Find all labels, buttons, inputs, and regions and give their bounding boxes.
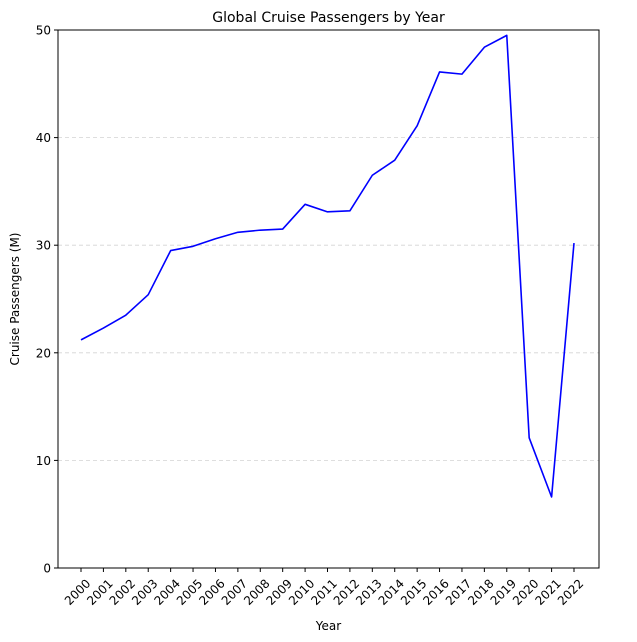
series-lines [80, 34, 575, 498]
y-tick-label: 0 [43, 562, 51, 576]
x-tick-label: 2022 [555, 576, 586, 607]
chart-title: Global Cruise Passengers by Year [212, 10, 445, 26]
y-tick-label: 20 [36, 346, 51, 360]
x-axis: 2000200120022003200420052006200720082009… [62, 568, 586, 608]
series-line [80, 34, 575, 498]
x-axis-label: Year [315, 619, 341, 633]
y-axis: 0 10 20 30 40 50 [36, 24, 58, 576]
y-axis-label: Cruise Passengers (M) [8, 233, 22, 366]
y-tick-label: 30 [36, 239, 51, 253]
grid-lines [58, 137, 599, 461]
plot-frame [57, 29, 600, 569]
y-tick-label: 40 [36, 131, 51, 145]
y-tick-label: 50 [36, 24, 51, 38]
y-tick-label: 10 [36, 454, 51, 468]
